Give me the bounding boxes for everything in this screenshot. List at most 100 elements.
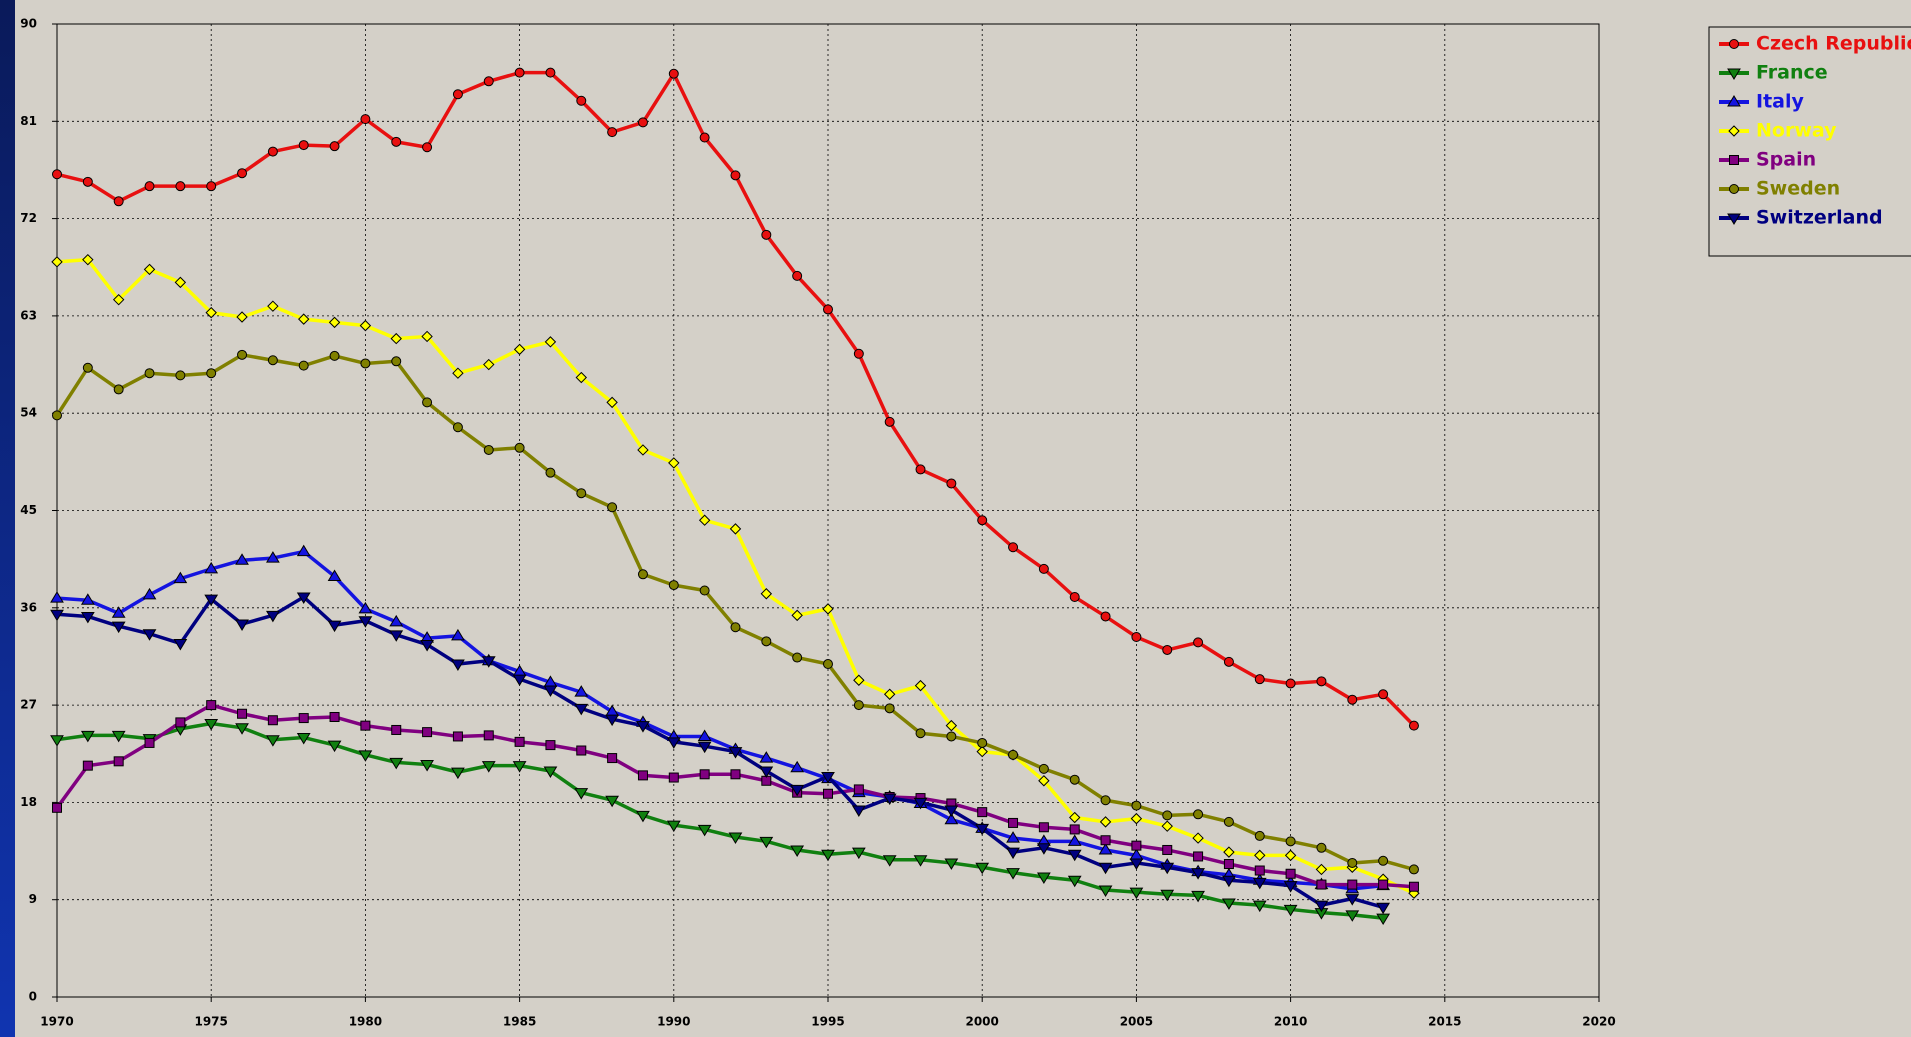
marker	[236, 311, 248, 323]
marker	[605, 714, 620, 727]
marker	[697, 824, 712, 837]
marker	[1067, 875, 1082, 888]
y-tick-label: 72	[20, 211, 37, 225]
marker	[358, 601, 373, 614]
marker	[1131, 631, 1142, 642]
marker	[514, 442, 525, 453]
marker	[544, 336, 557, 348]
legend-label: Czech Republic	[1756, 33, 1911, 55]
marker	[512, 674, 527, 687]
marker	[329, 711, 340, 722]
marker	[637, 117, 648, 128]
marker	[946, 731, 957, 742]
marker	[543, 685, 558, 697]
marker	[204, 718, 219, 731]
marker	[112, 293, 125, 306]
marker	[298, 140, 309, 151]
marker	[1316, 842, 1327, 853]
marker	[327, 740, 342, 753]
marker	[699, 132, 710, 143]
marker	[144, 181, 155, 192]
legend-label: Sweden	[1756, 178, 1840, 200]
marker	[1727, 68, 1741, 80]
marker	[1129, 858, 1144, 870]
marker	[359, 319, 372, 332]
marker	[481, 761, 496, 773]
marker	[52, 169, 62, 180]
marker	[483, 444, 494, 455]
marker	[1038, 563, 1049, 574]
marker	[175, 717, 186, 728]
marker	[1727, 95, 1741, 107]
marker	[792, 652, 803, 663]
marker	[1254, 830, 1265, 841]
marker	[697, 729, 712, 741]
marker	[728, 832, 743, 844]
marker	[1254, 674, 1265, 685]
marker	[267, 715, 278, 726]
marker	[1098, 885, 1113, 897]
marker	[1728, 125, 1740, 137]
marker	[173, 638, 188, 651]
marker	[390, 332, 402, 345]
marker	[821, 849, 835, 862]
marker	[1223, 656, 1234, 667]
marker	[976, 745, 988, 758]
marker	[637, 569, 648, 580]
marker	[80, 593, 95, 605]
marker	[329, 141, 340, 152]
marker	[882, 855, 897, 867]
marker	[853, 348, 864, 359]
series-line	[56, 549, 1384, 891]
marker	[422, 727, 433, 738]
x-tick-label: 1995	[811, 1015, 844, 1029]
marker	[360, 720, 371, 731]
marker	[267, 300, 279, 312]
marker	[944, 858, 959, 870]
marker	[607, 127, 618, 138]
marker	[389, 757, 404, 770]
marker	[237, 168, 248, 179]
x-tick-label: 1975	[194, 1015, 227, 1029]
marker	[481, 656, 496, 668]
y-tick-label: 36	[20, 600, 37, 614]
marker	[265, 551, 280, 563]
marker	[790, 845, 805, 857]
marker	[512, 761, 527, 773]
marker	[913, 797, 928, 810]
marker	[1345, 894, 1360, 906]
marker	[1285, 678, 1296, 689]
marker	[1727, 213, 1741, 225]
marker	[1283, 904, 1298, 917]
marker	[360, 114, 371, 125]
marker	[545, 467, 556, 478]
marker	[574, 703, 589, 716]
marker	[884, 703, 895, 714]
marker	[1129, 887, 1144, 900]
marker	[636, 810, 650, 823]
marker	[1223, 846, 1235, 858]
marker	[206, 700, 217, 711]
marker	[977, 807, 988, 818]
marker	[975, 823, 990, 836]
marker	[944, 812, 959, 825]
marker	[1223, 816, 1234, 827]
series-line	[56, 595, 1384, 909]
marker	[975, 862, 990, 875]
marker	[82, 176, 93, 187]
marker	[1314, 900, 1329, 913]
marker	[1098, 842, 1113, 855]
marker	[82, 760, 93, 771]
marker	[1222, 898, 1236, 910]
marker	[1008, 817, 1019, 828]
marker	[298, 713, 309, 724]
y-tick-label: 81	[20, 114, 37, 128]
marker	[360, 358, 371, 369]
marker	[80, 730, 95, 743]
marker	[914, 679, 927, 692]
marker	[730, 622, 741, 633]
marker	[1729, 155, 1739, 165]
marker	[575, 371, 587, 384]
marker	[699, 769, 710, 780]
